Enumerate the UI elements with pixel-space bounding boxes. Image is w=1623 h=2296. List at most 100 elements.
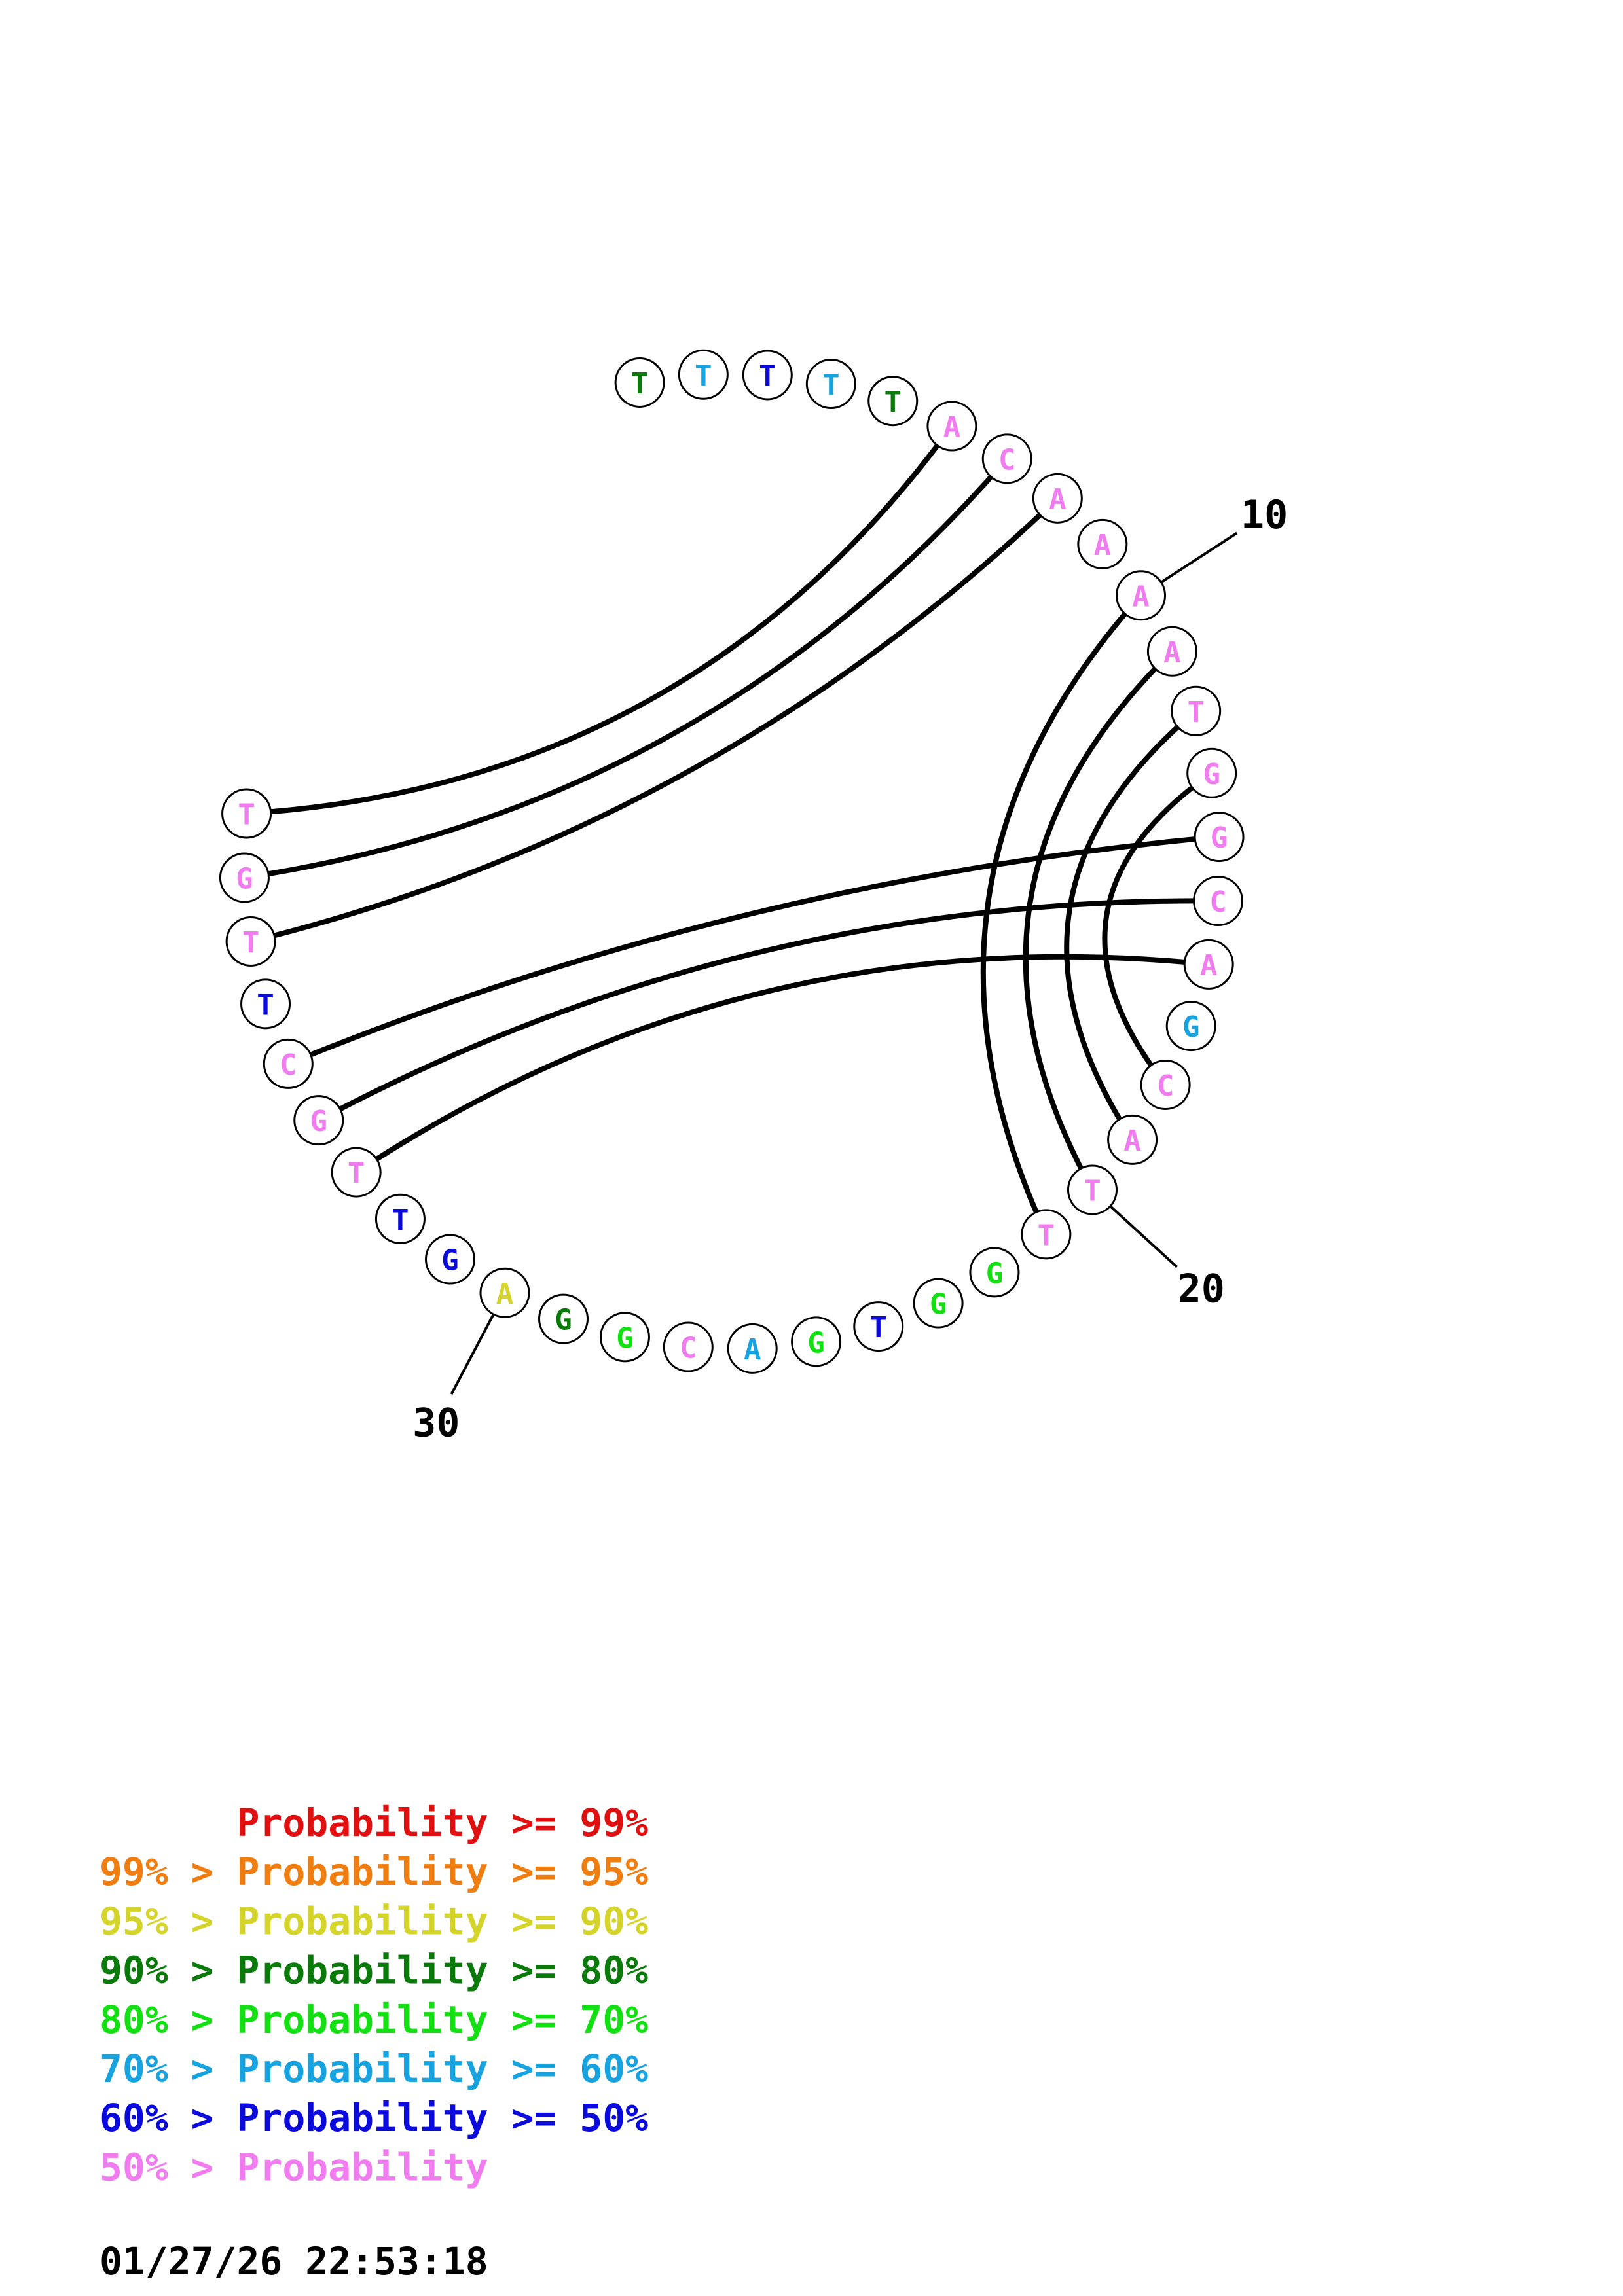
base-circle (1183, 939, 1234, 990)
base-node-17: G (1165, 1001, 1216, 1052)
base-node-20: T (1067, 1164, 1118, 1215)
base-letter: A (1200, 949, 1218, 982)
base-pair-arc-13-18 (1102, 770, 1214, 1086)
base-letter: T (822, 368, 840, 402)
base-circle (1077, 518, 1128, 569)
base-node-7: C (981, 433, 1032, 484)
base-node-14: G (1194, 812, 1245, 863)
base-pair-arc-10-21 (980, 594, 1143, 1236)
legend-row: Probability >= 99% (100, 1801, 648, 1845)
base-circle (791, 1316, 842, 1367)
base-circle (805, 359, 856, 410)
base-letter: G (1211, 821, 1228, 855)
base-circle (1140, 1059, 1191, 1110)
base-circle (614, 357, 665, 408)
tick-label-20: 20 (1178, 1266, 1225, 1312)
base-node-33: T (331, 1147, 382, 1198)
base-letter: T (1084, 1174, 1101, 1208)
base-letter: C (1157, 1069, 1175, 1103)
base-node-5: T (867, 376, 919, 427)
base-letter: A (1094, 529, 1112, 562)
base-letter: G (1203, 758, 1220, 791)
base-circle (1186, 747, 1237, 798)
probability-legend: Probability >= 99%99% > Probability >= 9… (100, 1801, 648, 2189)
legend-label: Probability >= 80% (237, 1948, 649, 1993)
legend-label: Probability >= 60% (237, 2047, 649, 2091)
base-letter: C (680, 1332, 697, 1365)
base-letter: A (1132, 580, 1150, 613)
base-circle (240, 978, 291, 1030)
tick-label-10: 10 (1241, 492, 1288, 538)
base-letter: T (870, 1311, 888, 1344)
base-pair-arc-12-19 (1064, 709, 1198, 1141)
base-letter: G (310, 1105, 328, 1138)
base-node-19: A (1107, 1114, 1158, 1165)
tick-line-10 (1160, 531, 1238, 584)
base-letter: T (242, 926, 260, 960)
base-circle (1116, 570, 1167, 621)
base-circle (219, 852, 270, 903)
legend-row: 60% > Probability >= 50% (100, 2096, 648, 2140)
base-letter: C (998, 443, 1016, 476)
base-letter: T (1187, 696, 1205, 729)
base-node-3: T (742, 350, 793, 401)
legend-row: 90% > Probability >= 80% (100, 1948, 648, 1993)
legend-prefix (100, 1801, 237, 1845)
base-letter: G (555, 1304, 572, 1337)
legend-prefix: 80% > (100, 1998, 237, 2042)
legend-row: 50% > Probability (100, 2145, 488, 2189)
base-circle (293, 1095, 344, 1146)
legend-label: Probability >= 95% (237, 1850, 649, 1894)
legend-label: Probability (237, 2145, 488, 2189)
base-node-38: G (219, 852, 270, 903)
tick-line-20 (1109, 1205, 1178, 1268)
base-letter: A (496, 1278, 514, 1311)
legend-row: 95% > Probability >= 90% (100, 1899, 648, 1943)
base-node-28: G (599, 1312, 650, 1363)
base-letter: G (441, 1244, 459, 1278)
base-node-16: A (1183, 939, 1234, 990)
base-letter: T (348, 1157, 365, 1191)
base-circle (263, 1038, 314, 1089)
base-circle (1171, 685, 1222, 736)
base-node-8: A (1032, 473, 1083, 524)
base-node-29: G (538, 1293, 589, 1344)
base-circle (225, 916, 276, 967)
base-letter: A (1123, 1124, 1141, 1158)
base-node-9: A (1077, 518, 1128, 569)
legend-row: 80% > Probability >= 70% (100, 1998, 648, 2042)
base-letter: A (1163, 636, 1181, 670)
base-node-34: G (293, 1095, 344, 1146)
base-circle (1146, 626, 1197, 677)
base-node-25: G (791, 1316, 842, 1367)
base-letter: G (236, 862, 253, 895)
base-node-26: A (727, 1323, 778, 1374)
base-node-36: T (240, 978, 291, 1030)
base-circle (374, 1193, 426, 1244)
base-node-13: G (1186, 747, 1237, 798)
legend-label: Probability >= 99% (237, 1801, 649, 1845)
base-circle (663, 1321, 714, 1372)
base-circle (1021, 1209, 1072, 1260)
legend-prefix: 70% > (100, 2047, 237, 2091)
base-node-10: A (1116, 570, 1167, 621)
base-pair-arc-16-33 (354, 954, 1209, 1175)
legend-label: Probability >= 50% (237, 2096, 649, 2140)
base-letter: T (759, 359, 776, 393)
base-pair-arc-8-37 (250, 496, 1060, 944)
base-pair-arc-11-20 (1023, 649, 1175, 1191)
base-letter: G (807, 1326, 825, 1359)
base-node-39: T (221, 788, 272, 839)
base-node-11: A (1146, 626, 1197, 677)
base-circle (853, 1301, 904, 1352)
base-node-12: T (1171, 685, 1222, 736)
legend-prefix: 90% > (100, 1948, 237, 1993)
base-circle (331, 1147, 382, 1198)
tick-line-30 (450, 1314, 495, 1395)
legend-prefix: 60% > (100, 2096, 237, 2140)
base-circle (727, 1323, 778, 1374)
base-circle (1067, 1164, 1118, 1215)
legend-label: Probability >= 90% (237, 1899, 649, 1943)
